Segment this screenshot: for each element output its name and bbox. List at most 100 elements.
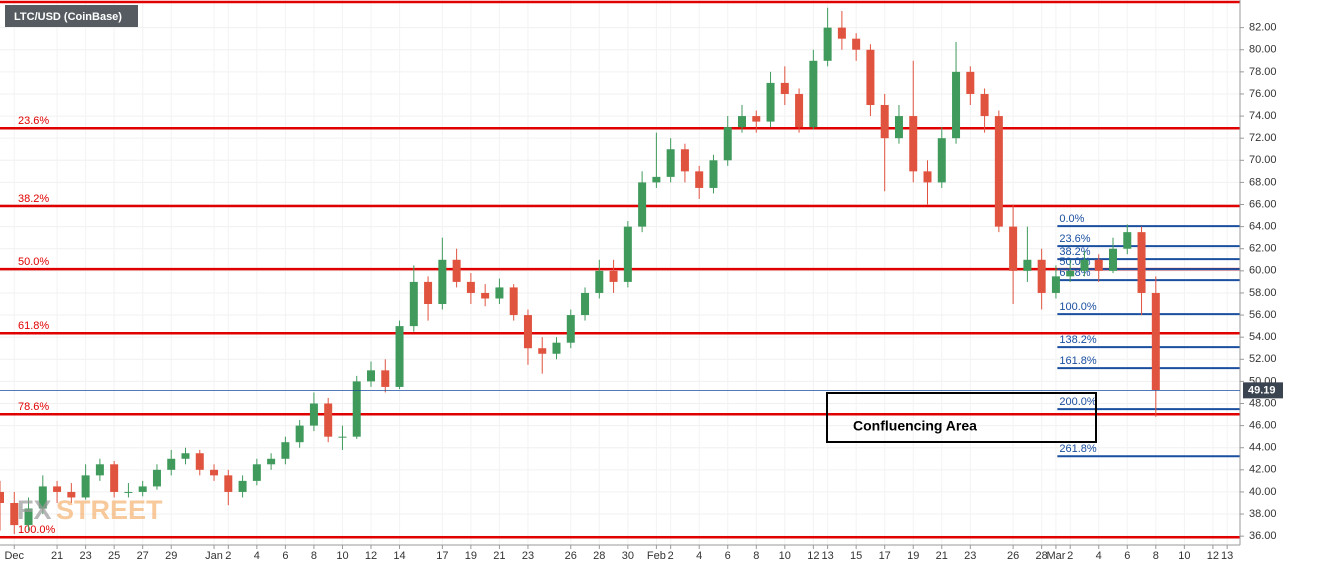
x-tick-label: 30 [622,550,634,562]
fib-levels: 23.6%38.2%50.0%61.8%78.6%100.0%0.0%23.6%… [0,0,1240,539]
candle-body [1051,276,1060,293]
candle-body [823,27,832,61]
fib-label: 38.2% [1059,246,1090,258]
candle-body [1066,270,1075,277]
candle-body [795,93,804,128]
fib-label: 78.6% [18,401,49,413]
fib-label: 23.6% [1059,233,1090,245]
x-tick-label: 26 [565,550,577,562]
candle-body [466,281,475,293]
candle-body [766,82,775,122]
candle-body [138,486,147,492]
candle-body [0,491,4,503]
fib-label: 161.8% [1059,355,1097,367]
fib-label: 23.6% [18,115,49,127]
candle-body [1094,259,1103,271]
fib-label: 50.0% [18,256,49,268]
candle-body [424,281,433,305]
candle-body [1151,292,1160,391]
x-tick-label: 13 [821,550,833,562]
x-tick-label: Mar [1046,550,1065,562]
candle-body [10,502,19,526]
candle-body [309,403,318,426]
x-tick-label: 6 [1124,550,1130,562]
candle-body [937,138,946,183]
x-tick-label: 8 [753,550,759,562]
fib-label: 0.0% [1059,213,1084,225]
candle-body [623,226,632,282]
x-tick-label: 17 [436,550,448,562]
candles [0,7,1160,534]
x-tick-label: 21 [936,550,948,562]
x-tick-label: 12 [1207,550,1219,562]
y-tick-label: 76.00 [1249,88,1277,100]
y-tick-label: 78.00 [1249,66,1277,78]
y-tick-label: 42.00 [1249,464,1277,476]
fib-label: 61.8% [18,320,49,332]
candle-body [1137,232,1146,293]
y-tick-label: 54.00 [1249,331,1277,343]
candle-body [395,326,404,387]
y-tick-label: 64.00 [1249,221,1277,233]
x-tick-label: 15 [850,550,862,562]
x-tick-label: 8 [311,550,317,562]
x-tick-label: 13 [1221,550,1233,562]
y-tick-label: 58.00 [1249,287,1277,299]
candle-body [994,116,1003,227]
candle-body [866,49,875,106]
candle-body [252,464,261,481]
candle-body [352,381,361,437]
logo-fx: FX [17,495,52,525]
candle-body [124,491,133,493]
y-tick-label: 56.00 [1249,309,1277,321]
candle-body [67,491,76,498]
x-tick-label: 23 [79,550,91,562]
candle-body [1109,248,1118,271]
candle-body [980,93,989,117]
x-tick-label: 29 [165,550,177,562]
y-tick-label: 82.00 [1249,22,1277,34]
candle-body [281,442,290,459]
x-tick-label: 21 [51,550,63,562]
candle-body [837,27,846,39]
candle-body [295,425,304,443]
fib-label: 138.2% [1059,334,1097,346]
candle-body [609,270,618,282]
fib-label: 38.2% [18,193,49,205]
x-tick-label: 6 [725,550,731,562]
y-tick-label: 70.00 [1249,154,1277,166]
candle-body [894,116,903,139]
fib-label: 200.0% [1059,396,1097,408]
candle-body [666,149,675,177]
x-tick-label: 10 [779,550,791,562]
y-tick-label: 80.00 [1249,44,1277,56]
y-tick-label: 36.00 [1249,530,1277,542]
candle-body [1037,259,1046,293]
x-tick-label: 6 [282,550,288,562]
candle-body [780,82,789,94]
candle-body [324,403,333,437]
x-tick-label: 10 [1178,550,1190,562]
candle-body [481,292,490,299]
x-tick-label: 27 [137,550,149,562]
x-tick-label: 23 [964,550,976,562]
candle-body [738,116,747,128]
candle-body [110,464,119,492]
candle-body [523,315,532,349]
fib-label: 261.8% [1059,443,1097,455]
candle-body [238,480,247,492]
candle-body [1123,232,1132,249]
x-tick-label: 21 [493,550,505,562]
y-tick-label: 48.00 [1249,397,1277,409]
candle-body [552,342,561,354]
candle-body [409,281,418,327]
candle-body [638,182,647,227]
x-tick-label: 25 [108,550,120,562]
candle-body [438,259,447,305]
candle-body [723,127,732,161]
x-tick-label: 2 [225,550,231,562]
candle-body [53,486,62,492]
fib-label: 100.0% [1059,301,1097,313]
